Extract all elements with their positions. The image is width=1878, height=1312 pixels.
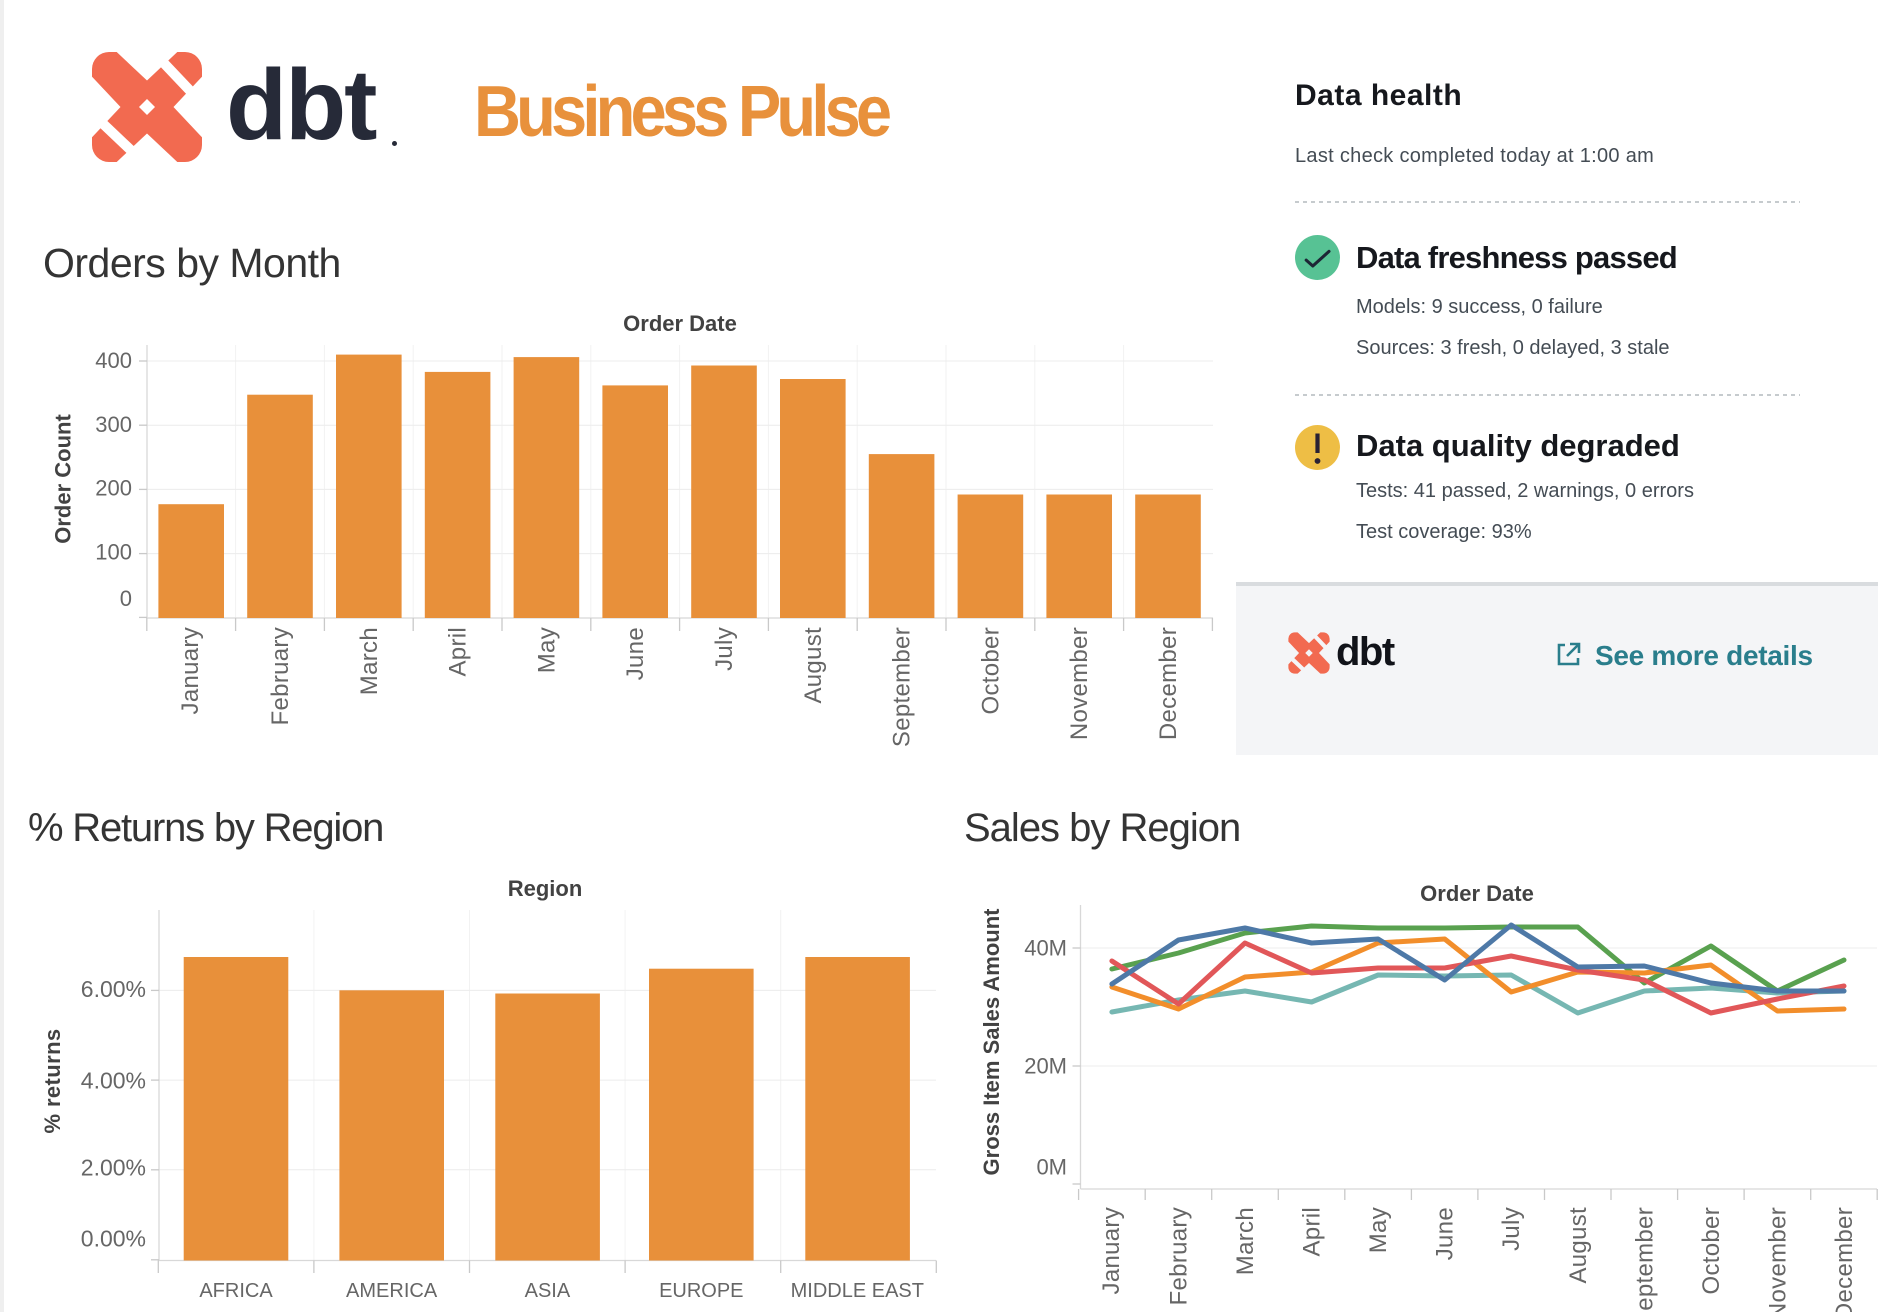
- svg-text:March: March: [1232, 1207, 1259, 1275]
- svg-text:April: April: [445, 627, 472, 677]
- svg-text:May: May: [1365, 1207, 1392, 1253]
- svg-text:40M: 40M: [1024, 936, 1067, 961]
- svg-text:% returns: % returns: [40, 1028, 65, 1133]
- svg-text:January: January: [177, 627, 204, 714]
- svg-text:December: December: [1831, 1207, 1858, 1312]
- svg-text:Order Count: Order Count: [51, 414, 76, 544]
- svg-text:December: December: [1155, 627, 1182, 740]
- svg-text:AFRICA: AFRICA: [199, 1280, 273, 1302]
- svg-text:EUROPE: EUROPE: [659, 1280, 743, 1302]
- svg-text:2.00%: 2.00%: [81, 1154, 146, 1180]
- svg-text:February: February: [267, 627, 294, 725]
- svg-text:0: 0: [120, 586, 132, 611]
- svg-text:May: May: [533, 627, 560, 673]
- svg-text:August: August: [800, 627, 827, 704]
- svg-text:Gross Item Sales Amount: Gross Item Sales Amount: [979, 908, 1004, 1176]
- svg-text:March: March: [356, 627, 383, 695]
- svg-text:November: November: [1066, 627, 1093, 740]
- svg-text:June: June: [1432, 1207, 1459, 1260]
- svg-text:ASIA: ASIA: [525, 1280, 571, 1302]
- svg-text:October: October: [977, 627, 1004, 714]
- svg-text:Region: Region: [508, 876, 583, 901]
- svg-text:July: July: [1498, 1207, 1525, 1251]
- svg-text:September: September: [1631, 1207, 1658, 1312]
- svg-text:July: July: [711, 627, 738, 671]
- svg-text:AMERICA: AMERICA: [346, 1280, 438, 1302]
- svg-text:20M: 20M: [1024, 1054, 1067, 1079]
- svg-text:MIDDLE EAST: MIDDLE EAST: [791, 1280, 924, 1302]
- svg-text:November: November: [1764, 1207, 1791, 1312]
- svg-text:April: April: [1299, 1207, 1326, 1257]
- svg-text:Order Date: Order Date: [1420, 881, 1534, 906]
- svg-text:400: 400: [95, 348, 132, 373]
- svg-text:0.00%: 0.00%: [81, 1226, 146, 1252]
- svg-text:August: August: [1565, 1207, 1592, 1284]
- svg-text:300: 300: [95, 412, 132, 437]
- svg-text:June: June: [622, 627, 649, 680]
- svg-text:4.00%: 4.00%: [81, 1067, 146, 1093]
- svg-text:0M: 0M: [1036, 1155, 1067, 1180]
- svg-text:200: 200: [95, 475, 132, 500]
- svg-text:October: October: [1698, 1207, 1725, 1294]
- svg-text:January: January: [1098, 1207, 1125, 1294]
- svg-text:100: 100: [95, 540, 132, 565]
- svg-text:February: February: [1166, 1207, 1193, 1305]
- svg-text:6.00%: 6.00%: [81, 976, 146, 1002]
- svg-text:Order Date: Order Date: [623, 311, 737, 336]
- svg-text:September: September: [889, 627, 916, 747]
